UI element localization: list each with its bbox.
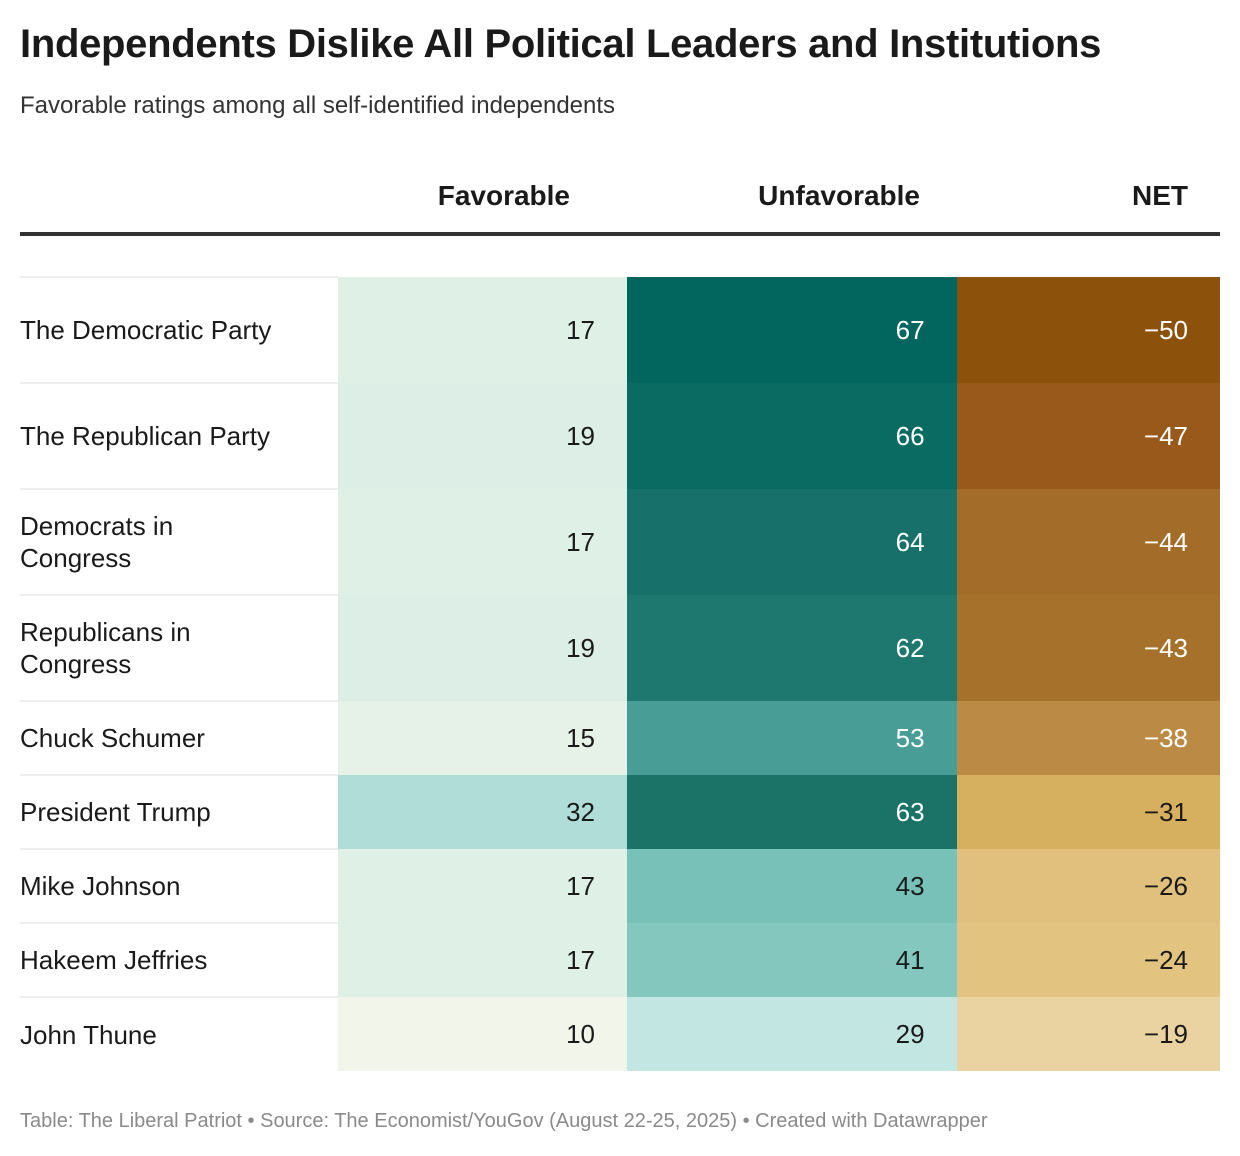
row-label: The Democratic Party bbox=[20, 276, 338, 383]
table-row: Republicans in Congress 19 62 −43 bbox=[20, 594, 1220, 701]
cell-fav: 19 bbox=[337, 595, 627, 701]
table-row: Hakeem Jeffries 17 41 −24 bbox=[20, 922, 1220, 997]
cell-net: −43 bbox=[956, 595, 1220, 701]
row-label: Hakeem Jeffries bbox=[20, 922, 338, 997]
table-row: Democrats in Congress 17 64 −44 bbox=[20, 488, 1220, 595]
cell-unfav: 43 bbox=[627, 849, 957, 923]
table-row: The Democratic Party 17 67 −50 bbox=[20, 276, 1220, 383]
row-label: Republicans in Congress bbox=[20, 594, 338, 701]
chart-subtitle: Favorable ratings among all self-identif… bbox=[20, 92, 616, 119]
col-header-favorable[interactable]: Favorable bbox=[437, 180, 570, 211]
row-label: Democrats in Congress bbox=[20, 488, 338, 595]
table-row: Chuck Schumer 15 53 −38 bbox=[20, 700, 1220, 775]
row-label: President Trump bbox=[20, 774, 338, 849]
cell-net: −50 bbox=[956, 277, 1220, 383]
cell-fav: 32 bbox=[337, 775, 627, 849]
footer-source: Table: The Liberal Patriot • Source: The… bbox=[20, 1110, 988, 1132]
cell-unfav: 53 bbox=[627, 701, 957, 775]
col-header-unfavorable[interactable]: Unfavorable bbox=[758, 180, 920, 211]
cell-net: −38 bbox=[956, 701, 1220, 775]
cell-unfav: 41 bbox=[627, 923, 957, 997]
header-rule bbox=[20, 232, 1220, 236]
row-label: Chuck Schumer bbox=[20, 700, 338, 775]
cell-net: −24 bbox=[956, 923, 1220, 997]
table-row: The Republican Party 19 66 −47 bbox=[20, 382, 1220, 489]
col-header-net[interactable]: NET bbox=[1132, 180, 1188, 211]
cell-net: −19 bbox=[956, 997, 1220, 1071]
cell-unfav: 66 bbox=[627, 383, 957, 489]
cell-unfav: 67 bbox=[627, 277, 957, 383]
cell-fav: 17 bbox=[337, 489, 627, 595]
table-row: Mike Johnson 17 43 −26 bbox=[20, 848, 1220, 923]
cell-net: −26 bbox=[956, 849, 1220, 923]
cell-fav: 10 bbox=[337, 997, 627, 1071]
row-label: John Thune bbox=[20, 996, 338, 1071]
cell-unfav: 63 bbox=[627, 775, 957, 849]
row-label: The Republican Party bbox=[20, 382, 338, 489]
cell-fav: 15 bbox=[337, 701, 627, 775]
cell-unfav: 62 bbox=[627, 595, 957, 701]
table-row: President Trump 32 63 −31 bbox=[20, 774, 1220, 849]
cell-fav: 17 bbox=[337, 923, 627, 997]
cell-fav: 19 bbox=[337, 383, 627, 489]
cell-fav: 17 bbox=[337, 849, 627, 923]
data-table: The Democratic Party 17 67 −50 The Republica… bbox=[20, 276, 1220, 1071]
cell-net: −31 bbox=[956, 775, 1220, 849]
cell-fav: 17 bbox=[337, 277, 627, 383]
cell-net: −44 bbox=[956, 489, 1220, 595]
cell-net: −47 bbox=[956, 383, 1220, 489]
cell-unfav: 29 bbox=[627, 997, 957, 1071]
chart-title: Independents Dislike All Political Leade… bbox=[20, 22, 1102, 66]
row-label: Mike Johnson bbox=[20, 848, 338, 923]
table-row: John Thune 10 29 −19 bbox=[20, 996, 1220, 1071]
cell-unfav: 64 bbox=[627, 489, 957, 595]
